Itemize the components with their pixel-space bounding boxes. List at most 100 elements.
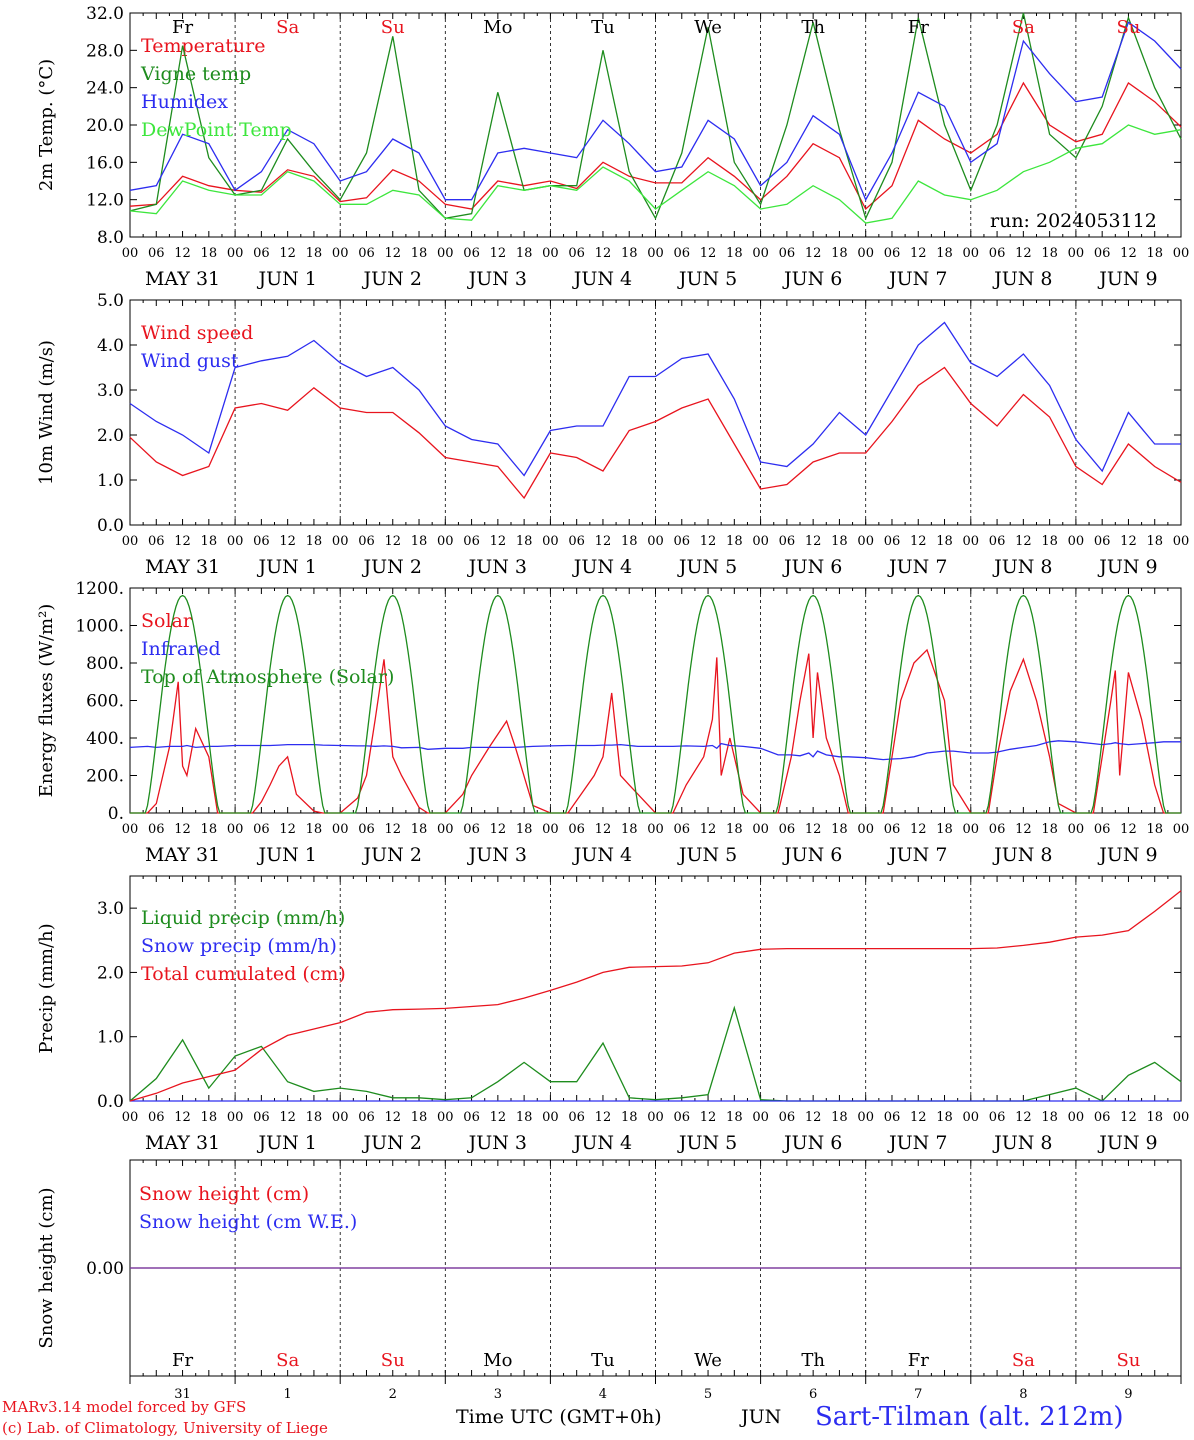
day-abbr: We: [694, 1350, 722, 1371]
date-label: JUN 8: [992, 556, 1052, 578]
hour-tick-label: 06: [148, 246, 165, 261]
date-label: JUN 1: [256, 268, 316, 290]
hour-tick-label: 00: [1068, 246, 1085, 261]
hour-tick-label: 12: [490, 1110, 507, 1125]
hour-tick-label: 18: [201, 822, 218, 837]
hour-tick-label: 18: [621, 822, 638, 837]
day-abbr: Su: [1116, 17, 1140, 38]
hour-tick-label: 06: [463, 1110, 480, 1125]
y-tick-label: 400.: [86, 729, 124, 749]
hour-tick-label: 00: [1173, 534, 1190, 549]
y-tick-label: 0.0: [97, 1092, 124, 1112]
hour-tick-label: 06: [989, 1110, 1006, 1125]
date-label: JUN 7: [887, 556, 947, 578]
hour-tick-label: 18: [1041, 1110, 1058, 1125]
date-label: JUN 8: [992, 268, 1052, 290]
legend-entry: Liquid precip (mm/h): [141, 907, 345, 929]
hour-tick-label: 00: [227, 822, 244, 837]
day-abbr: We: [694, 17, 722, 38]
hour-tick-label: 18: [1041, 822, 1058, 837]
hour-tick-label: 06: [884, 1110, 901, 1125]
hour-tick-label: 06: [253, 534, 270, 549]
hour-tick-label: 00: [122, 534, 139, 549]
series-line-1: [129, 81, 1182, 211]
hour-tick-label: 06: [989, 534, 1006, 549]
y-axis-label: Snow height (cm): [36, 1187, 57, 1348]
date-label: JUN 2: [362, 844, 422, 866]
hour-tick-label: 12: [805, 822, 822, 837]
day-abbr: Sa: [1012, 1350, 1035, 1371]
hour-tick-label: 18: [621, 534, 638, 549]
legend-entry: Top of Atmosphere (Solar): [141, 666, 394, 688]
hour-tick-label: 06: [989, 822, 1006, 837]
hour-tick-label: 06: [358, 246, 375, 261]
hour-tick-label: 12: [1120, 1110, 1137, 1125]
series-line-2: [129, 321, 1181, 477]
date-label: JUN 8: [992, 1132, 1052, 1154]
hour-tick-label: 12: [805, 1110, 822, 1125]
date-label: JUN 7: [887, 1132, 947, 1154]
hour-tick-label: 18: [306, 822, 323, 837]
hour-tick-label: 06: [1094, 1110, 1111, 1125]
hour-tick-label: 18: [1146, 822, 1163, 837]
y-tick-label: 800.: [86, 654, 124, 674]
date-label: JUN 5: [677, 1132, 737, 1154]
hour-tick-label: 12: [384, 1110, 401, 1125]
hour-tick-label: 06: [884, 246, 901, 261]
date-label: JUN 5: [677, 268, 737, 290]
day-abbr: Sa: [276, 1350, 299, 1371]
hour-tick-label: 00: [857, 1110, 874, 1125]
hour-tick-label: 00: [752, 534, 769, 549]
hour-tick-label: 00: [857, 246, 874, 261]
y-tick-label: 28.0: [86, 41, 124, 61]
hour-tick-label: 00: [1068, 534, 1085, 549]
hour-tick-label: 00: [1068, 822, 1085, 837]
hour-tick-label: 12: [595, 246, 612, 261]
date-label: MAY 31: [145, 1132, 220, 1154]
day-abbr: Sa: [276, 17, 299, 38]
plot-frame: [129, 587, 1182, 814]
date-label: JUN 1: [256, 844, 316, 866]
hour-tick-label: 00: [122, 1110, 139, 1125]
hour-tick-label: 06: [1094, 822, 1111, 837]
hour-tick-label: 00: [332, 246, 349, 261]
hour-tick-label: 06: [463, 534, 480, 549]
hour-tick-label: 12: [174, 246, 191, 261]
day-abbr: Fr: [172, 1350, 193, 1371]
hour-tick-label: 12: [1120, 822, 1137, 837]
hour-tick-label: 00: [857, 534, 874, 549]
hour-tick-label: 12: [700, 1110, 717, 1125]
date-label: JUN 2: [362, 556, 422, 578]
day-abbr: Sa: [1012, 17, 1035, 38]
hour-tick-label: 12: [700, 246, 717, 261]
hour-tick-label: 00: [647, 246, 664, 261]
lab-credit: (c) Lab. of Climatology, University of L…: [2, 1419, 328, 1437]
date-label: JUN 3: [467, 1132, 527, 1154]
day-number: 5: [704, 1387, 712, 1402]
model-credit: MARv3.14 model forced by GFS: [2, 1398, 247, 1416]
y-tick-label: 16.0: [86, 153, 124, 173]
day-number: 8: [1019, 1387, 1027, 1402]
y-tick-label: 600.: [86, 692, 124, 712]
hour-tick-label: 00: [437, 1110, 454, 1125]
day-abbr: Tu: [591, 1350, 615, 1371]
hour-tick-label: 06: [148, 1110, 165, 1125]
date-label: JUN 6: [782, 268, 842, 290]
date-label: JUN 2: [362, 1132, 422, 1154]
y-tick-label: 1.0: [97, 471, 124, 491]
hour-tick-label: 06: [358, 822, 375, 837]
hour-tick-label: 12: [384, 246, 401, 261]
month-label: JUN: [741, 1406, 782, 1428]
y-axis-label: Energy fluxes (W/m²): [36, 604, 57, 798]
y-tick-label: 4.0: [97, 336, 124, 356]
hour-tick-label: 18: [516, 822, 533, 837]
hour-tick-label: 00: [1173, 246, 1190, 261]
hour-tick-label: 18: [726, 246, 743, 261]
hour-tick-label: 00: [332, 822, 349, 837]
hour-tick-label: 00: [542, 534, 559, 549]
hour-tick-label: 12: [1120, 534, 1137, 549]
hour-tick-label: 00: [332, 534, 349, 549]
date-label: JUN 9: [1097, 268, 1157, 290]
hour-tick-label: 12: [1015, 534, 1032, 549]
hour-tick-label: 00: [963, 822, 980, 837]
